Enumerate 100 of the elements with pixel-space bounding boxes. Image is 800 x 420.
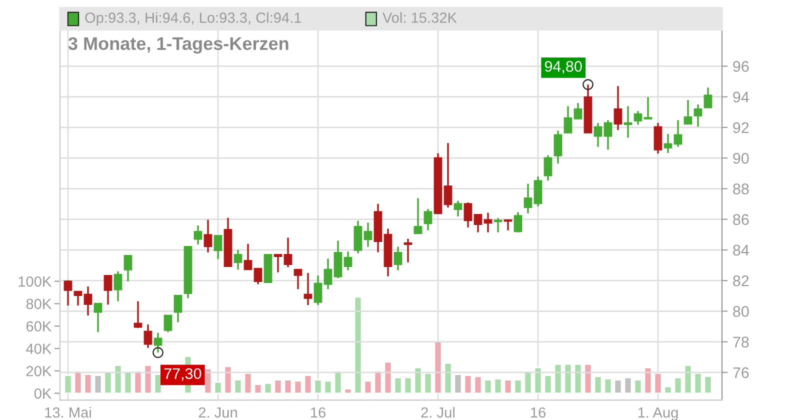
bar	[84, 374, 92, 394]
bar	[664, 386, 672, 394]
bar	[494, 378, 502, 394]
candlestick	[234, 249, 242, 271]
y2-tick-label: 76	[733, 367, 749, 378]
bar	[144, 364, 152, 394]
bar	[464, 374, 472, 394]
bar	[594, 376, 602, 394]
bar	[374, 370, 382, 394]
candlestick	[404, 238, 412, 264]
candlestick	[124, 254, 132, 282]
candlestick	[364, 222, 372, 248]
candlestick	[144, 324, 152, 349]
candlestick	[554, 130, 562, 164]
y2-tick-label: 96	[733, 61, 749, 72]
bar	[694, 372, 702, 394]
bar	[574, 363, 582, 394]
candlestick	[354, 220, 362, 254]
candlestick	[134, 300, 142, 329]
candlestick	[84, 286, 92, 316]
bar	[654, 372, 662, 394]
y2-tick-label: 90	[733, 152, 749, 164]
candlestick	[174, 294, 182, 324]
candlestick	[574, 102, 582, 120]
candlestick	[344, 250, 352, 272]
candlestick	[244, 242, 252, 270]
bar	[704, 375, 712, 394]
bar	[634, 379, 642, 394]
y-tick-label: 20K	[26, 366, 52, 376]
candlestick	[334, 240, 342, 280]
y2-tick-label: 94	[733, 92, 749, 102]
bar	[564, 363, 572, 394]
candlestick	[204, 218, 212, 254]
bar	[424, 372, 432, 394]
candlestick	[644, 96, 652, 120]
bar	[254, 384, 262, 394]
y2-tick-label: 88	[733, 184, 749, 194]
x-tick-label: 16	[531, 407, 546, 418]
candlestick	[624, 105, 632, 139]
x-tick-label: 2. Jul	[421, 406, 454, 418]
candlestick	[454, 200, 462, 218]
candlestick	[104, 274, 112, 306]
candlestick	[634, 110, 642, 126]
candlestick	[534, 176, 542, 208]
y-tick-label: 40K	[26, 344, 52, 354]
bar	[244, 372, 252, 394]
candlestick	[674, 119, 682, 148]
candlestick	[274, 254, 282, 274]
bar	[554, 363, 562, 394]
candlestick	[614, 85, 622, 131]
candlestick	[324, 258, 332, 290]
candlestick	[194, 224, 202, 246]
bar	[544, 374, 552, 394]
candlestick	[594, 122, 602, 148]
x-tick-label: 13. Mai	[45, 406, 91, 418]
text: 3 Monate, 1-Tages-Kerzen	[68, 37, 288, 54]
bar	[64, 374, 72, 394]
bar	[304, 374, 312, 394]
bar	[284, 379, 292, 394]
candlestick	[654, 122, 662, 154]
y2-tick-label: 80	[733, 306, 749, 317]
bar	[604, 378, 612, 394]
candlestick	[474, 214, 482, 234]
bar	[414, 366, 422, 394]
annotation: 77,30	[164, 368, 202, 381]
bar	[644, 366, 652, 394]
bar	[264, 382, 272, 394]
x-tick-label: 16	[311, 407, 326, 418]
candlestick	[604, 119, 612, 150]
y-tick-label: 60K	[26, 321, 52, 332]
bar	[394, 376, 402, 394]
bar	[314, 379, 322, 394]
candlestick	[74, 290, 82, 306]
bar	[294, 380, 302, 394]
candlestick	[494, 217, 502, 234]
candlestick	[114, 270, 122, 302]
bar	[114, 364, 122, 394]
candlestick	[414, 197, 422, 234]
bar	[224, 366, 232, 394]
candlestick	[444, 142, 452, 208]
bar	[444, 362, 452, 394]
bar	[334, 370, 342, 394]
candlestick	[544, 154, 552, 182]
bar	[674, 376, 682, 394]
candlestick	[214, 234, 222, 260]
candlestick	[564, 105, 572, 134]
bar	[534, 366, 542, 394]
candlestick	[284, 236, 292, 268]
bar	[684, 364, 692, 394]
bar	[324, 380, 332, 394]
y2-tick-label: 84	[733, 244, 749, 256]
annotation: Vol: 15.32K	[382, 12, 457, 23]
candlestick	[424, 208, 432, 232]
y-tick-label: 80K	[26, 298, 52, 310]
bar	[134, 370, 142, 394]
bar	[404, 376, 412, 394]
candlestick	[704, 86, 712, 108]
bar	[344, 388, 352, 394]
candlestick	[514, 211, 522, 234]
bar	[584, 363, 592, 394]
